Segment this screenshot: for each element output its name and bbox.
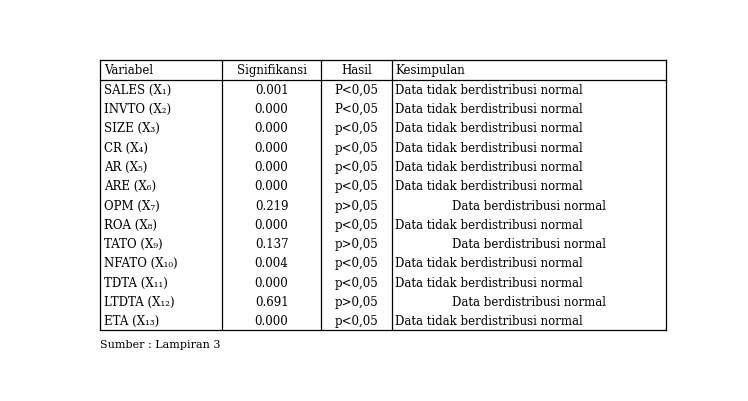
Text: ROA (X₈): ROA (X₈)	[104, 218, 157, 231]
Text: p<0,05: p<0,05	[334, 141, 378, 154]
Text: SIZE (X₃): SIZE (X₃)	[104, 122, 160, 135]
Text: NFATO (X₁₀): NFATO (X₁₀)	[104, 257, 177, 270]
Text: TATO (X₉): TATO (X₉)	[104, 237, 162, 251]
Text: Data tidak berdistribusi normal: Data tidak berdistribusi normal	[395, 103, 583, 116]
Text: Data berdistribusi normal: Data berdistribusi normal	[452, 237, 606, 251]
Text: Data berdistribusi normal: Data berdistribusi normal	[452, 295, 606, 308]
Text: Data tidak berdistribusi normal: Data tidak berdistribusi normal	[395, 160, 583, 174]
Text: 0.000: 0.000	[255, 180, 289, 193]
Text: 0.000: 0.000	[255, 218, 289, 231]
Text: p<0,05: p<0,05	[334, 122, 378, 135]
Text: 0.000: 0.000	[255, 160, 289, 174]
Text: Data tidak berdistribusi normal: Data tidak berdistribusi normal	[395, 83, 583, 97]
Text: p>0,05: p>0,05	[334, 295, 378, 308]
Text: 0.000: 0.000	[255, 141, 289, 154]
Text: Data tidak berdistribusi normal: Data tidak berdistribusi normal	[395, 180, 583, 193]
Text: p<0,05: p<0,05	[334, 314, 378, 328]
Text: 0.137: 0.137	[255, 237, 289, 251]
Text: 0.000: 0.000	[255, 276, 289, 289]
Text: p>0,05: p>0,05	[334, 199, 378, 212]
Text: Data tidak berdistribusi normal: Data tidak berdistribusi normal	[395, 276, 583, 289]
Text: Signifikansi: Signifikansi	[236, 64, 307, 77]
Text: P<0,05: P<0,05	[334, 103, 378, 116]
Text: 0.004: 0.004	[255, 257, 289, 270]
Text: Sumber : Lampiran 3: Sumber : Lampiran 3	[100, 339, 221, 349]
Text: 0.219: 0.219	[255, 199, 289, 212]
Text: Data berdistribusi normal: Data berdistribusi normal	[452, 199, 606, 212]
Text: AR (X₅): AR (X₅)	[104, 160, 147, 174]
Text: ETA (X₁₃): ETA (X₁₃)	[104, 314, 159, 328]
Text: p<0,05: p<0,05	[334, 218, 378, 231]
Text: Data tidak berdistribusi normal: Data tidak berdistribusi normal	[395, 257, 583, 270]
Text: 0.001: 0.001	[255, 83, 289, 97]
Text: P<0,05: P<0,05	[334, 83, 378, 97]
Text: Data tidak berdistribusi normal: Data tidak berdistribusi normal	[395, 314, 583, 328]
Text: p>0,05: p>0,05	[334, 237, 378, 251]
Text: 0.000: 0.000	[255, 314, 289, 328]
Text: INVTO (X₂): INVTO (X₂)	[104, 103, 171, 116]
Text: 0.691: 0.691	[255, 295, 289, 308]
Text: OPM (X₇): OPM (X₇)	[104, 199, 159, 212]
Text: ARE (X₆): ARE (X₆)	[104, 180, 156, 193]
Text: 0.000: 0.000	[255, 122, 289, 135]
Text: p<0,05: p<0,05	[334, 276, 378, 289]
Text: Hasil: Hasil	[341, 64, 372, 77]
Text: p<0,05: p<0,05	[334, 257, 378, 270]
Text: Variabel: Variabel	[104, 64, 153, 77]
Text: 0.000: 0.000	[255, 103, 289, 116]
Text: Data tidak berdistribusi normal: Data tidak berdistribusi normal	[395, 218, 583, 231]
Text: p<0,05: p<0,05	[334, 160, 378, 174]
Text: p<0,05: p<0,05	[334, 180, 378, 193]
Text: Kesimpulan: Kesimpulan	[395, 64, 465, 77]
Text: CR (X₄): CR (X₄)	[104, 141, 148, 154]
Text: Data tidak berdistribusi normal: Data tidak berdistribusi normal	[395, 122, 583, 135]
Text: SALES (X₁): SALES (X₁)	[104, 83, 171, 97]
Text: TDTA (X₁₁): TDTA (X₁₁)	[104, 276, 168, 289]
Text: LTDTA (X₁₂): LTDTA (X₁₂)	[104, 295, 174, 308]
Text: Data tidak berdistribusi normal: Data tidak berdistribusi normal	[395, 141, 583, 154]
